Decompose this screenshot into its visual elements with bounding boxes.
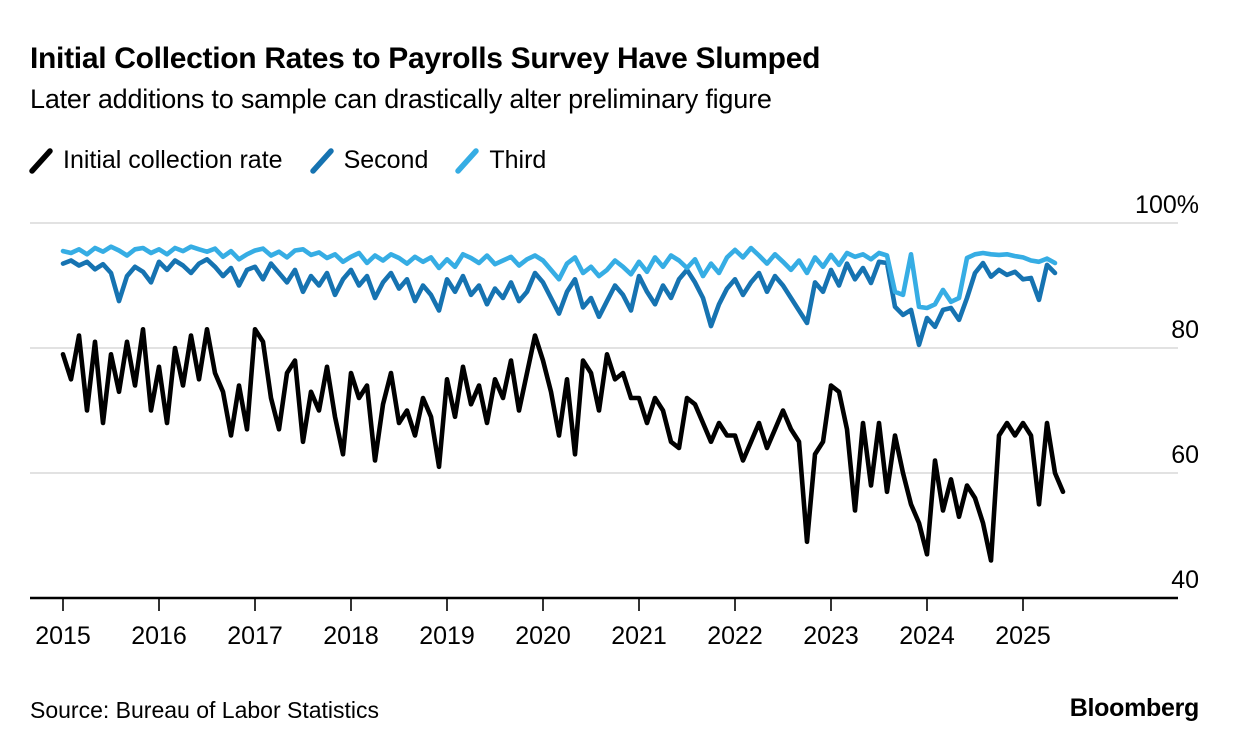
bloomberg-logo: Bloomberg (1069, 694, 1200, 722)
legend-slash-icon (29, 147, 53, 174)
x-tick-label: 2016 (131, 622, 187, 650)
series-line-initial-collection-rate (60, 326, 1066, 563)
legend-label: Third (489, 146, 547, 174)
legend-label: Initial collection rate (63, 146, 283, 174)
data-lines (60, 244, 1066, 563)
page-title: Initial Collection Rates to Payrolls Sur… (30, 42, 821, 75)
x-tick-label: 2018 (323, 622, 379, 650)
x-axis: 2015 2016 2017 2018 2019 2020 2021 2022 2023 2024… (30, 596, 1178, 650)
x-tick-label: 2021 (611, 622, 667, 650)
series-line-third (60, 244, 1058, 311)
source-note: Source: Bureau of Labor Statistics (30, 697, 380, 723)
x-tick-label: 2024 (899, 622, 955, 650)
y-tick-label: 60 (1171, 441, 1199, 469)
x-tick-label: 2022 (707, 622, 763, 650)
y-axis-labels: 100% 80 60 40 (1135, 191, 1199, 594)
legend-item: Third (454, 146, 546, 175)
x-tick-label: 2025 (995, 622, 1051, 650)
x-tick-label: 2023 (803, 622, 859, 650)
x-tick-label: 2020 (515, 622, 571, 650)
y-tick-label: 100% (1135, 191, 1199, 219)
page-subtitle: Later additions to sample can drasticall… (30, 84, 772, 114)
legend-slash-icon (309, 147, 334, 174)
legend-item: Second (309, 146, 429, 175)
y-tick-label: 80 (1171, 316, 1199, 344)
legend: Initial collection rate Second Third (28, 146, 546, 175)
legend-label: Second (343, 146, 429, 174)
x-tick-label: 2017 (227, 622, 283, 650)
x-tick-label: 2019 (419, 622, 475, 650)
x-tick-label: 2015 (35, 622, 91, 650)
y-tick-label: 40 (1171, 566, 1199, 594)
legend-item: Initial collection rate (28, 146, 283, 175)
y-gridlines (30, 222, 1178, 474)
legend-slash-icon (455, 147, 480, 174)
